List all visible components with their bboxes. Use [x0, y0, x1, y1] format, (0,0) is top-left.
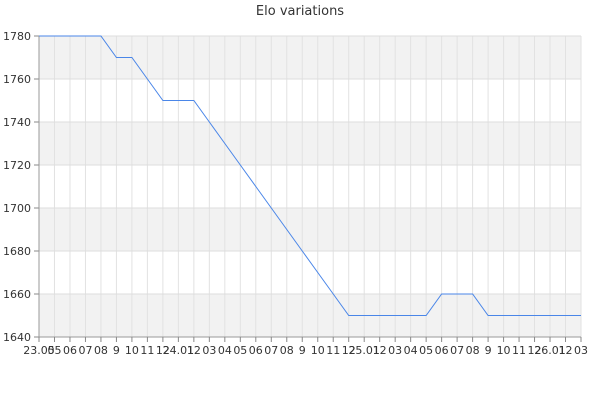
x-tick-label: 12 [528, 344, 542, 357]
x-tick-label: 10 [497, 344, 511, 357]
y-tick-label: 1720 [3, 159, 31, 172]
data-point [580, 314, 583, 317]
x-tick-label: 03 [202, 344, 216, 357]
y-tick-label: 1760 [3, 73, 31, 86]
data-point [38, 35, 41, 38]
data-point [270, 207, 273, 210]
x-tick-label: 04 [404, 344, 418, 357]
data-point [177, 99, 180, 102]
elo-series-line [39, 35, 581, 316]
x-tick-label: 03 [388, 344, 402, 357]
x-tick-label: 24.01 [163, 344, 195, 357]
x-tick-label: 12 [373, 344, 387, 357]
data-point [115, 56, 118, 59]
data-point [533, 314, 536, 317]
data-point [456, 293, 459, 296]
data-point [254, 185, 257, 188]
x-tick-label: 11 [326, 344, 340, 357]
x-tick-label: 11 [140, 344, 154, 357]
data-point [192, 99, 195, 102]
data-point [161, 99, 164, 102]
x-tick-label: 12 [156, 344, 170, 357]
data-point [316, 271, 319, 274]
x-tick-label: 06 [63, 344, 77, 357]
data-point [363, 314, 366, 317]
y-tick-label: 1700 [3, 202, 31, 215]
data-point [84, 35, 87, 38]
data-point [68, 35, 71, 38]
x-tick-label: 08 [280, 344, 294, 357]
x-tick-label: 12 [559, 344, 573, 357]
x-tick-label: 05 [233, 344, 247, 357]
x-tick-label: 10 [311, 344, 325, 357]
plot-band [39, 122, 581, 165]
x-tick-label: 12 [187, 344, 201, 357]
x-tick-label: 08 [466, 344, 480, 357]
data-point [347, 314, 350, 317]
x-tick-label: 12 [342, 344, 356, 357]
data-point [487, 314, 490, 317]
x-tick-label: 07 [264, 344, 278, 357]
y-tick-label: 1740 [3, 116, 31, 129]
x-tick-label: 07 [78, 344, 92, 357]
data-point [223, 142, 226, 145]
x-tick-label: 04 [218, 344, 232, 357]
x-tick-label: 9 [485, 344, 492, 357]
x-tick-label: 10 [125, 344, 139, 357]
data-point [502, 314, 505, 317]
x-tick-label: 05 [47, 344, 61, 357]
chart-title: Elo variations [255, 4, 345, 19]
data-point [471, 293, 474, 296]
data-point [564, 314, 567, 317]
y-tick-label: 1780 [3, 30, 31, 43]
x-tick-label: 07 [450, 344, 464, 357]
data-point [409, 314, 412, 317]
data-point [208, 121, 211, 124]
x-tick-label: 25.01 [348, 344, 380, 357]
data-point [378, 314, 381, 317]
data-point [440, 293, 443, 296]
x-tick-label: 06 [435, 344, 449, 357]
data-point [285, 228, 288, 231]
x-tick-label: 05 [419, 344, 433, 357]
x-tick-label: 08 [94, 344, 108, 357]
data-point [549, 314, 552, 317]
y-tick-label: 1640 [3, 331, 31, 344]
plot-band [39, 208, 581, 251]
data-point [146, 78, 149, 81]
data-point [130, 56, 133, 59]
data-point [332, 293, 335, 296]
x-tick-label: 06 [249, 344, 263, 357]
data-point [518, 314, 521, 317]
x-tick-label: 11 [512, 344, 526, 357]
data-point [425, 314, 428, 317]
data-point [239, 164, 242, 167]
x-tick-label: 26.01 [534, 344, 566, 357]
x-tick-label: 9 [299, 344, 306, 357]
data-point [301, 250, 304, 253]
data-point [99, 35, 102, 38]
x-tick-label: 23.05 [23, 344, 55, 357]
data-point [53, 35, 56, 38]
y-tick-label: 1680 [3, 245, 31, 258]
x-tick-label: 9 [113, 344, 120, 357]
y-tick-label: 1660 [3, 288, 31, 301]
data-point [394, 314, 397, 317]
x-tick-label: 03 [574, 344, 588, 357]
